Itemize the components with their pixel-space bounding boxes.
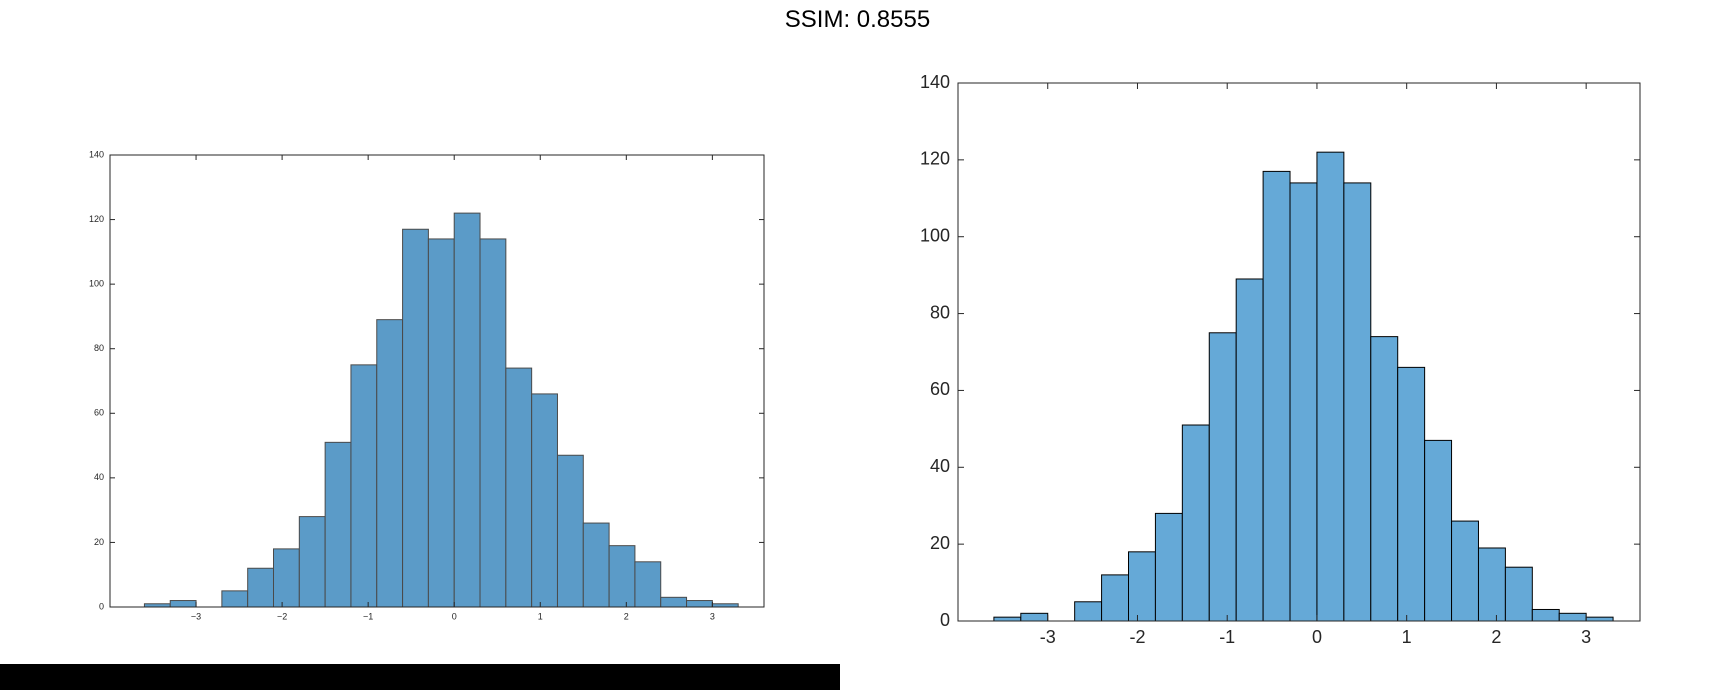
- y-tick-label: 80: [930, 302, 950, 322]
- histogram-bar: [1370, 336, 1399, 622]
- histogram-bar: [169, 600, 197, 608]
- histogram-bar: [247, 567, 274, 608]
- page-title: SSIM: 0.8555: [784, 6, 931, 33]
- histogram-bar: [1101, 574, 1130, 622]
- histogram-bar: [1289, 182, 1318, 622]
- histogram-bar: [1343, 182, 1372, 622]
- histogram-bar: [350, 364, 378, 608]
- x-tick-label: 1: [538, 611, 543, 621]
- y-tick-label: 0: [940, 610, 950, 630]
- histogram-bar: [1316, 151, 1345, 622]
- histogram-bar: [298, 516, 326, 608]
- x-tick-label: −3: [191, 611, 201, 621]
- histogram-bar: [1181, 424, 1210, 622]
- histogram-bar: [608, 545, 636, 608]
- x-tick-label: 2: [1491, 627, 1501, 647]
- histogram-bar: [1451, 520, 1479, 622]
- x-tick-label: -2: [1129, 627, 1145, 647]
- y-tick-label: 80: [94, 343, 104, 353]
- y-tick-label: 60: [930, 379, 950, 399]
- x-tick-label: -1: [1219, 627, 1235, 647]
- histogram-bar: [1074, 601, 1103, 622]
- histogram-bar: [479, 238, 507, 608]
- histogram-bar: [1504, 566, 1533, 622]
- plot-frame: [957, 82, 1641, 622]
- y-tick-label: 20: [930, 533, 950, 553]
- x-tick-label: −1: [363, 611, 373, 621]
- x-tick-label: 0: [1312, 627, 1322, 647]
- y-tick-label: 60: [94, 408, 104, 418]
- histogram-bar: [1477, 547, 1506, 622]
- x-tick-label: 2: [624, 611, 629, 621]
- histogram-bar: [1424, 439, 1453, 622]
- y-tick-label: 120: [920, 149, 950, 169]
- y-tick-label: 120: [89, 214, 104, 224]
- y-tick-label: 40: [930, 456, 950, 476]
- histogram-bar: [1235, 278, 1264, 622]
- histogram-bar: [1585, 616, 1614, 622]
- histogram-bar: [324, 441, 352, 608]
- x-tick-label: 1: [1402, 627, 1412, 647]
- histogram-bar: [531, 393, 558, 608]
- y-tick-label: 100: [920, 225, 950, 245]
- histogram-bar: [1397, 366, 1426, 622]
- black-bar: [0, 664, 840, 690]
- histogram-bar: [1020, 612, 1049, 622]
- histogram-bar: [402, 228, 429, 608]
- histogram-bar: [1128, 551, 1156, 622]
- histogram-bar: [1531, 608, 1560, 622]
- histogram-bar: [505, 367, 533, 608]
- x-tick-label: 3: [710, 611, 715, 621]
- histogram-bar: [993, 616, 1022, 622]
- histogram-bar: [453, 212, 481, 608]
- histogram-bar: [634, 561, 662, 608]
- histogram-bar: [582, 522, 610, 608]
- histogram-bar: [660, 596, 688, 608]
- y-tick-label: 140: [920, 72, 950, 92]
- histogram-bar: [1262, 170, 1291, 622]
- histogram-bar: [376, 319, 404, 608]
- histogram-bar: [556, 454, 584, 608]
- histogram-bar: [221, 590, 249, 608]
- histogram-bar: [1558, 612, 1587, 622]
- histogram-chart-left: −3 −2 −1 0 1 2 3 0 20 40 60 80 100 120 140: [89, 149, 765, 621]
- histogram-bar: [1208, 332, 1237, 622]
- histogram-chart-right: -3 -2 -1 0 1 2 3 0 20 40 60 80 100 120 140: [920, 72, 1641, 647]
- y-tick-label: 40: [94, 472, 104, 482]
- histogram-bar: [427, 238, 455, 608]
- y-tick-label: 140: [89, 149, 104, 159]
- x-tick-label: −2: [277, 611, 287, 621]
- plot-frame: [109, 154, 765, 608]
- x-tick-label: 0: [452, 611, 457, 621]
- histogram-bar: [1154, 512, 1183, 622]
- histogram-bar: [273, 548, 300, 608]
- x-tick-label: 3: [1581, 627, 1591, 647]
- y-tick-label: 100: [89, 279, 104, 289]
- histogram-bar: [686, 600, 713, 608]
- y-tick-label: 0: [99, 601, 104, 611]
- x-tick-label: -3: [1040, 627, 1056, 647]
- y-tick-label: 20: [94, 537, 104, 547]
